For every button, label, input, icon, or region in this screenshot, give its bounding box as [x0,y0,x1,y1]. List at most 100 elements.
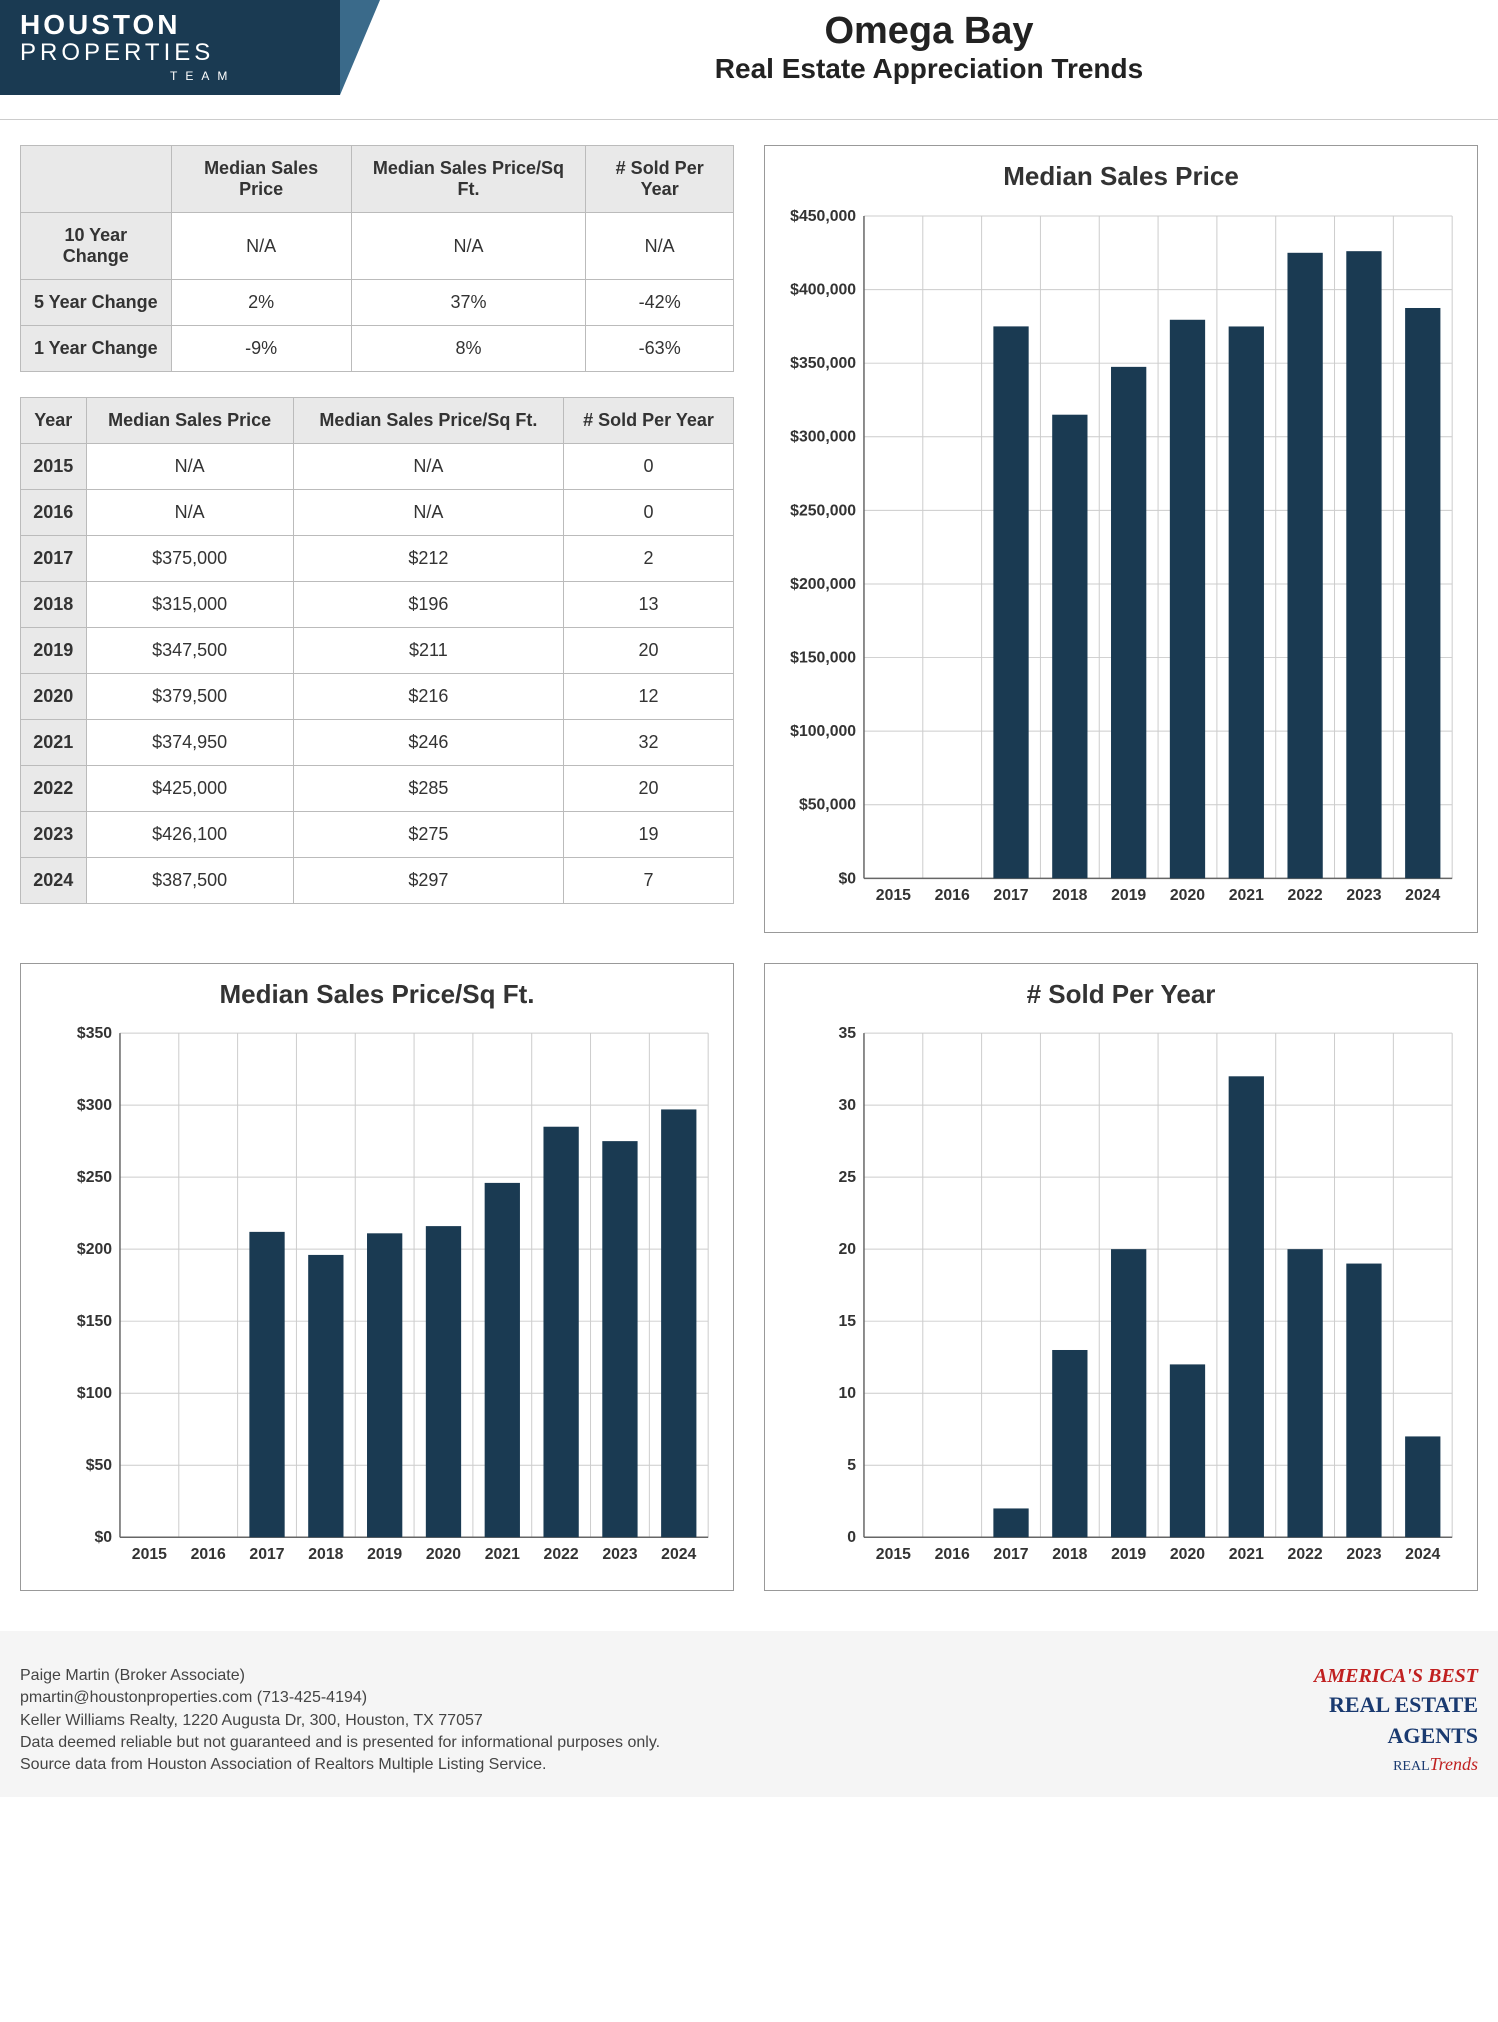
chart-title: Median Sales Price [775,161,1467,192]
header: HOUSTON PROPERTIES TEAM Omega Bay Real E… [0,0,1498,120]
footer-text: Paige Martin (Broker Associate)pmartin@h… [20,1665,660,1777]
table-cell: 12 [564,674,734,720]
logo-line2: PROPERTIES [20,39,340,68]
svg-text:$300: $300 [77,1097,112,1114]
svg-text:$50,000: $50,000 [799,797,856,814]
svg-text:$350: $350 [77,1025,112,1042]
table-row: 2021$374,950$24632 [21,720,734,766]
table-cell: $387,500 [86,858,293,904]
table-cell: 2015 [21,444,87,490]
page-root: HOUSTON PROPERTIES TEAM Omega Bay Real E… [0,0,1498,1797]
svg-text:2018: 2018 [1052,887,1087,904]
badge-line: REAL ESTATE [1314,1690,1478,1721]
table-cell: 2% [171,280,351,326]
table-cell: N/A [293,444,563,490]
svg-text:2020: 2020 [426,1546,461,1563]
badge-text: REAL [1393,1759,1430,1774]
svg-text:2021: 2021 [1229,887,1264,904]
table-header: Median Sales Price/Sq Ft. [293,398,563,444]
badge-text: Trends [1430,1754,1478,1774]
svg-text:2023: 2023 [1346,887,1381,904]
table-cell: N/A [86,490,293,536]
svg-text:2016: 2016 [935,1546,970,1563]
table-row: 5 Year Change2%37%-42% [21,280,734,326]
svg-text:5: 5 [847,1457,856,1474]
logo-line1: HOUSTON [20,11,340,39]
svg-text:$150: $150 [77,1313,112,1330]
summary-table: Median Sales PriceMedian Sales Price/Sq … [20,145,734,372]
svg-text:$250: $250 [77,1169,112,1186]
table-cell: 2021 [21,720,87,766]
svg-text:$0: $0 [838,870,856,887]
chart-svg-sold: 0510152025303520152016201720182019202020… [775,1020,1467,1580]
svg-text:2019: 2019 [1111,1546,1146,1563]
footer-line: Source data from Houston Association of … [20,1754,660,1776]
table-cell: $212 [293,536,563,582]
table-cell: 32 [564,720,734,766]
table-cell: 19 [564,812,734,858]
svg-text:$200: $200 [77,1241,112,1258]
table-cell: $211 [293,628,563,674]
svg-text:2015: 2015 [876,887,911,904]
table-row: 2020$379,500$21612 [21,674,734,720]
table-cell: 2017 [21,536,87,582]
table-row: 2015N/AN/A0 [21,444,734,490]
table-cell: 20 [564,628,734,674]
table-cell: $216 [293,674,563,720]
svg-text:2022: 2022 [544,1546,579,1563]
table-cell: $374,950 [86,720,293,766]
svg-text:2024: 2024 [1405,1546,1440,1563]
table-cell: N/A [171,213,351,280]
page-title: Omega Bay [360,10,1498,53]
table-cell: $347,500 [86,628,293,674]
svg-text:$250,000: $250,000 [790,502,856,519]
table-header: Year [21,398,87,444]
svg-text:2024: 2024 [661,1546,696,1563]
footer-line: pmartin@houstonproperties.com (713-425-4… [20,1687,660,1709]
table-cell: N/A [86,444,293,490]
svg-text:2018: 2018 [308,1546,343,1563]
table-row: 2023$426,100$27519 [21,812,734,858]
yearly-table: YearMedian Sales PriceMedian Sales Price… [20,397,734,904]
table-cell: $426,100 [86,812,293,858]
footer: Paige Martin (Broker Associate)pmartin@h… [0,1631,1498,1797]
table-header [21,146,172,213]
table-row: 2024$387,500$2977 [21,858,734,904]
table-cell: 5 Year Change [21,280,172,326]
table-cell: $425,000 [86,766,293,812]
svg-text:2017: 2017 [993,1546,1028,1563]
table-cell: 2016 [21,490,87,536]
table-cell: $196 [293,582,563,628]
svg-text:2016: 2016 [935,887,970,904]
table-cell: -42% [586,280,734,326]
content-row-2: Median Sales Price/Sq Ft. $0$50$100$150$… [0,963,1498,1611]
title-block: Omega Bay Real Estate Appreciation Trend… [360,0,1498,85]
table-cell: $315,000 [86,582,293,628]
svg-text:2023: 2023 [602,1546,637,1563]
table-cell: 2019 [21,628,87,674]
svg-text:$300,000: $300,000 [790,429,856,446]
chart-title: # Sold Per Year [775,979,1467,1010]
svg-text:$100,000: $100,000 [790,723,856,740]
table-row: 2019$347,500$21120 [21,628,734,674]
chart-svg-price: $0$50,000$100,000$150,000$200,000$250,00… [775,202,1467,922]
svg-text:15: 15 [838,1313,856,1330]
table-header: Median Sales Price [171,146,351,213]
svg-text:$350,000: $350,000 [790,355,856,372]
svg-text:$50: $50 [86,1457,113,1474]
svg-text:20: 20 [838,1241,856,1258]
table-row: 2018$315,000$19613 [21,582,734,628]
table-cell: 37% [351,280,586,326]
svg-text:$150,000: $150,000 [790,650,856,667]
svg-text:2016: 2016 [191,1546,226,1563]
table-cell: $285 [293,766,563,812]
svg-text:2015: 2015 [132,1546,167,1563]
svg-text:$100: $100 [77,1385,112,1402]
footer-line: Keller Williams Realty, 1220 Augusta Dr,… [20,1710,660,1732]
svg-text:2015: 2015 [876,1546,911,1563]
svg-text:2021: 2021 [1229,1546,1264,1563]
svg-text:2024: 2024 [1405,887,1440,904]
table-header: # Sold Per Year [586,146,734,213]
table-cell: 7 [564,858,734,904]
table-row: 2016N/AN/A0 [21,490,734,536]
